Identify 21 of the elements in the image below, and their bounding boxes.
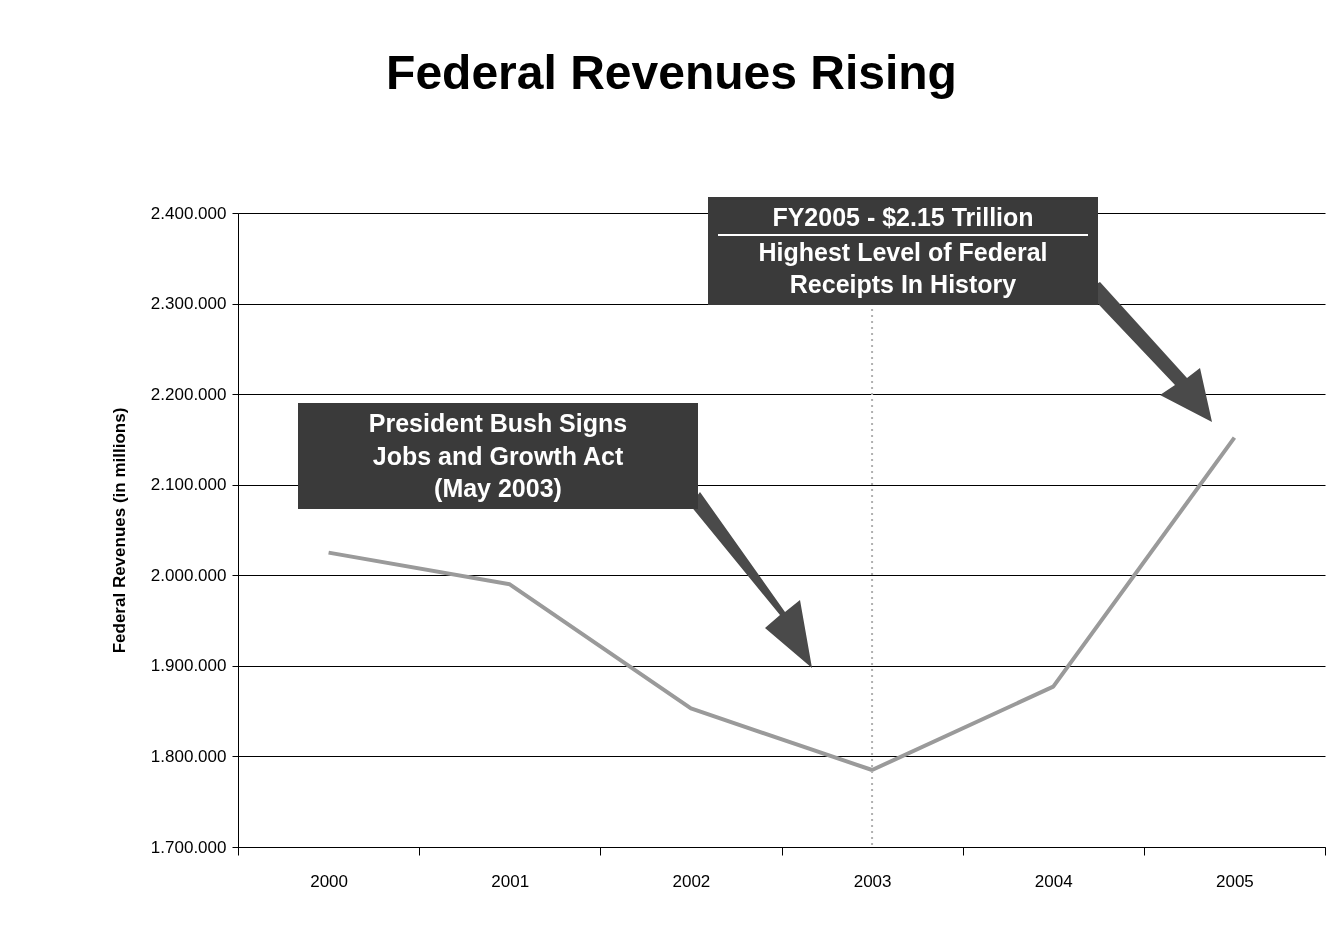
annotation: President Bush Signs Jobs and Growth Act (May 2003) <box>367 408 629 504</box>
x-tick-label: 2000 <box>310 871 348 891</box>
annotation: FY2005 - $2.15 Trillion Highest Level of Federal Receipts In History <box>757 202 1049 300</box>
y-tick-label: 1.800.000 <box>150 746 227 766</box>
x-tick-label: 2005 <box>1216 871 1254 891</box>
x-tick-label: 2004 <box>1034 871 1073 891</box>
line-series <box>326 435 1237 773</box>
x-tick-label: 2003 <box>853 871 892 891</box>
callout-box: FY2005 - $2.15 Trillion Highest Level of Federal Receipts In History <box>708 197 1098 305</box>
y-tick-label: 1.700.000 <box>150 837 227 857</box>
chart-title: Federal Revenues Rising <box>386 46 957 99</box>
callout-box: President Bush Signs Jobs and Growth Act (May 2003) <box>298 403 698 509</box>
y-axis-title: Federal Revenues (in millions) <box>109 407 129 654</box>
y-tick-label: 2.100.000 <box>150 475 227 495</box>
x-tick-label: 2001 <box>491 871 530 891</box>
y-tick-label: 2.200.000 <box>150 384 227 404</box>
y-tick-label: 2.000.000 <box>150 565 227 585</box>
y-tick-label: 1.900.000 <box>150 656 227 676</box>
y-tick-label: 2.300.000 <box>150 294 227 314</box>
y-tick-label: 2.400.000 <box>150 203 227 223</box>
x-tick-label: 2002 <box>672 871 711 891</box>
